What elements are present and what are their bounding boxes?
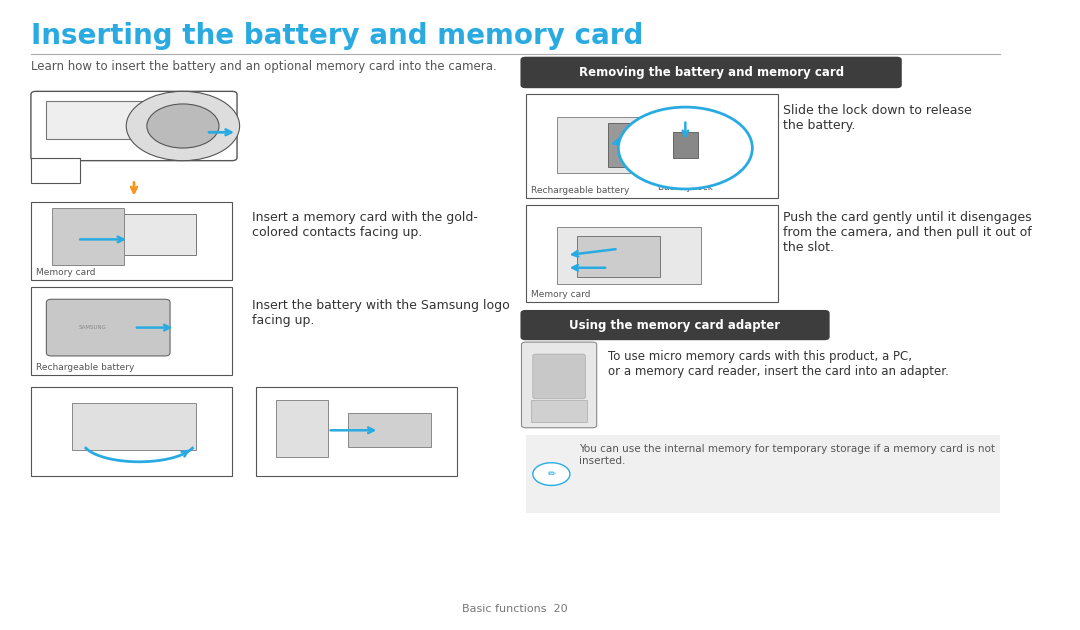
Text: To use micro memory cards with this product, a PC,
or a memory card reader, inse: To use micro memory cards with this prod…	[608, 350, 949, 377]
Text: Rechargeable battery: Rechargeable battery	[36, 363, 134, 372]
Text: Slide the lock down to release
the battery.: Slide the lock down to release the batte…	[783, 104, 972, 132]
FancyBboxPatch shape	[521, 310, 829, 340]
FancyBboxPatch shape	[522, 342, 597, 428]
Bar	[256, 387, 457, 476]
Circle shape	[532, 462, 570, 485]
Bar	[526, 205, 778, 302]
Bar	[530, 400, 588, 422]
Bar	[526, 94, 778, 198]
Bar	[31, 387, 232, 476]
Text: Insert a memory card with the gold-
colored contacts facing up.: Insert a memory card with the gold- colo…	[253, 211, 478, 239]
Bar	[72, 403, 195, 450]
Circle shape	[619, 107, 753, 189]
Text: Insert the battery with the Samsung logo
facing up.: Insert the battery with the Samsung logo…	[253, 299, 510, 327]
Bar	[46, 101, 154, 139]
Circle shape	[147, 104, 219, 148]
Text: Memory card: Memory card	[530, 290, 591, 299]
Bar	[608, 123, 649, 167]
Bar	[673, 132, 698, 158]
Text: Rechargeable battery: Rechargeable battery	[530, 186, 630, 195]
Bar	[276, 400, 327, 457]
Text: Learn how to insert the battery and an optional memory card into the camera.: Learn how to insert the battery and an o…	[31, 60, 497, 73]
Text: Using the memory card adapter: Using the memory card adapter	[569, 319, 781, 331]
Bar	[31, 202, 232, 280]
Bar	[526, 435, 1000, 513]
Text: You can use the internal memory for temporary storage if a memory card is not
in: You can use the internal memory for temp…	[579, 444, 995, 466]
Circle shape	[126, 91, 240, 161]
FancyBboxPatch shape	[31, 91, 237, 161]
Text: ✏: ✏	[548, 469, 555, 479]
Bar	[52, 208, 124, 265]
Text: Basic functions  20: Basic functions 20	[462, 604, 568, 614]
FancyBboxPatch shape	[46, 299, 170, 356]
FancyBboxPatch shape	[532, 354, 585, 399]
Text: Inserting the battery and memory card: Inserting the battery and memory card	[31, 22, 644, 50]
FancyBboxPatch shape	[521, 57, 902, 88]
Bar	[349, 413, 431, 447]
Bar	[31, 287, 232, 375]
Bar	[31, 158, 80, 183]
Bar	[556, 117, 701, 173]
Bar	[93, 214, 195, 255]
Text: Push the card gently until it disengages
from the camera, and then pull it out o: Push the card gently until it disengages…	[783, 211, 1032, 254]
Bar	[577, 236, 660, 277]
Bar	[556, 227, 701, 284]
Text: Battery lock: Battery lock	[658, 183, 713, 192]
Text: SAMSUNG: SAMSUNG	[79, 325, 107, 330]
Text: Removing the battery and memory card: Removing the battery and memory card	[579, 66, 843, 79]
Text: Memory card: Memory card	[36, 268, 95, 277]
